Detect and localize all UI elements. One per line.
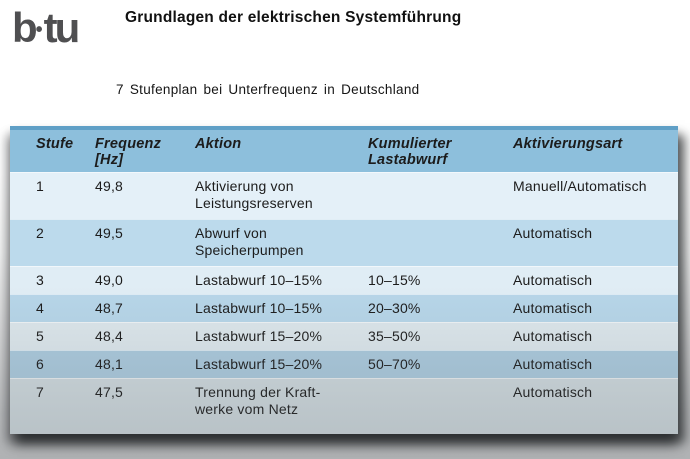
cell-aktivierungsart: Automatisch (513, 350, 678, 378)
cell-aktivierungsart: Manuell/Automatisch (513, 172, 678, 219)
table-row: 4 48,7 Lastabwurf 10–15% 20–30% Automati… (10, 294, 678, 322)
cell-aktion: Lastabwurf 10–15% (195, 266, 368, 294)
cell-lastabwurf: 50–70% (368, 350, 513, 378)
cell-lastabwurf (368, 219, 513, 266)
table-header-row: Stufe Frequenz [Hz] Aktion Kumulierter L… (10, 126, 678, 172)
cell-stufe: 6 (10, 350, 95, 378)
cell-aktivierungsart: Automatisch (513, 266, 678, 294)
table-row: 7 47,5 Trennung der Kraft- werke vom Net… (10, 378, 678, 434)
cell-stufe: 2 (10, 219, 95, 266)
table-body: 1 49,8 Aktivierung von Leistungsreserven… (10, 172, 678, 434)
cell-frequenz: 48,1 (95, 350, 195, 378)
btu-logo: b•tu (12, 2, 81, 62)
cell-lastabwurf: 35–50% (368, 322, 513, 350)
table-row: 2 49,5 Abwurf von Speicherpumpen Automat… (10, 219, 678, 266)
frequency-table: Stufe Frequenz [Hz] Aktion Kumulierter L… (10, 126, 678, 434)
cell-lastabwurf (368, 378, 513, 434)
cell-stufe: 1 (10, 172, 95, 219)
table-row: 6 48,1 Lastabwurf 15–20% 50–70% Automati… (10, 350, 678, 378)
cell-frequenz: 47,5 (95, 378, 195, 434)
cell-aktivierungsart: Automatisch (513, 294, 678, 322)
cell-aktion: Trennung der Kraft- werke vom Netz (195, 378, 368, 434)
btu-logo-tu: tu (43, 4, 81, 51)
cell-aktivierungsart: Automatisch (513, 219, 678, 266)
table-row: 1 49,8 Aktivierung von Leistungsreserven… (10, 172, 678, 219)
slide-subtitle: 7 Stufenplan bei Unterfrequenz in Deutsc… (116, 82, 420, 97)
cell-aktion: Lastabwurf 15–20% (195, 322, 368, 350)
cell-frequenz: 48,4 (95, 322, 195, 350)
header-cell-aktivierungsart: Aktivierungsart (513, 126, 678, 172)
header-cell-aktion: Aktion (195, 126, 368, 172)
header-cell-frequenz: Frequenz [Hz] (95, 126, 195, 172)
cell-stufe: 4 (10, 294, 95, 322)
cell-aktivierungsart: Automatisch (513, 378, 678, 434)
cell-lastabwurf: 10–15% (368, 266, 513, 294)
header-cell-lastabwurf: Kumulierter Lastabwurf (368, 126, 513, 172)
cell-aktion: Aktivierung von Leistungsreserven (195, 172, 368, 219)
cell-lastabwurf: 20–30% (368, 294, 513, 322)
btu-logo-b: b (12, 4, 38, 51)
cell-stufe: 7 (10, 378, 95, 434)
cell-frequenz: 49,8 (95, 172, 195, 219)
table-row: 3 49,0 Lastabwurf 10–15% 10–15% Automati… (10, 266, 678, 294)
table-row: 5 48,4 Lastabwurf 15–20% 35–50% Automati… (10, 322, 678, 350)
cell-aktivierungsart: Automatisch (513, 322, 678, 350)
btu-logo-dot-icon: • (35, 19, 43, 41)
cell-stufe: 3 (10, 266, 95, 294)
cell-aktion: Abwurf von Speicherpumpen (195, 219, 368, 266)
cell-stufe: 5 (10, 322, 95, 350)
cell-aktion: Lastabwurf 15–20% (195, 350, 368, 378)
cell-frequenz: 49,5 (95, 219, 195, 266)
cell-frequenz: 49,0 (95, 266, 195, 294)
cell-frequenz: 48,7 (95, 294, 195, 322)
cell-lastabwurf (368, 172, 513, 219)
header-cell-stufe: Stufe (10, 126, 95, 172)
frequency-step-table: Stufe Frequenz [Hz] Aktion Kumulierter L… (10, 126, 678, 434)
page-title: Grundlagen der elektrischen Systemführun… (125, 9, 462, 26)
cell-aktion: Lastabwurf 10–15% (195, 294, 368, 322)
